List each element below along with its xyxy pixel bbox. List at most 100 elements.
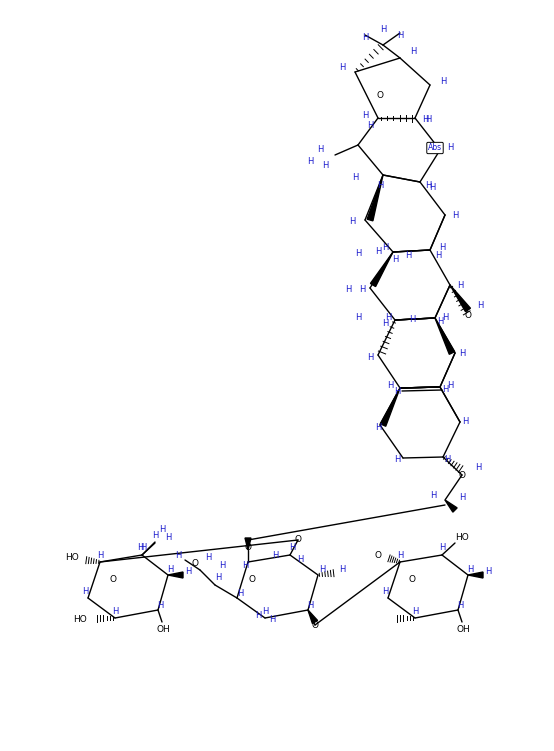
Text: O: O (408, 575, 416, 584)
Text: H: H (392, 255, 398, 264)
Text: H: H (82, 587, 88, 596)
Text: H: H (362, 34, 368, 43)
Text: H: H (459, 348, 465, 357)
Text: O: O (311, 620, 319, 629)
Text: HO: HO (455, 533, 469, 542)
Text: H: H (272, 551, 278, 560)
Text: H: H (152, 530, 158, 539)
Polygon shape (468, 572, 483, 578)
Text: H: H (219, 560, 225, 569)
Text: H: H (442, 385, 448, 394)
Text: H: H (140, 544, 146, 553)
Text: H: H (339, 566, 345, 575)
Text: H: H (367, 352, 373, 361)
Text: H: H (112, 608, 118, 617)
Text: H: H (289, 544, 295, 553)
Text: H: H (444, 456, 450, 465)
Text: O: O (377, 91, 383, 99)
Text: O: O (375, 550, 382, 559)
Text: H: H (367, 122, 373, 131)
Text: H: H (322, 161, 328, 170)
Text: H: H (375, 248, 381, 257)
Text: Abs: Abs (428, 143, 442, 152)
Text: H: H (387, 381, 393, 390)
Text: O: O (249, 575, 255, 584)
Text: H: H (477, 300, 483, 309)
Text: H: H (440, 77, 446, 86)
Text: H: H (362, 110, 368, 119)
Text: H: H (397, 550, 403, 559)
Text: O: O (244, 544, 252, 553)
Text: H: H (422, 116, 428, 125)
Text: H: H (475, 463, 481, 472)
Text: HO: HO (65, 553, 79, 562)
Text: OH: OH (156, 626, 170, 635)
Text: H: H (297, 556, 303, 565)
Text: H: H (410, 47, 416, 56)
Text: H: H (359, 285, 365, 294)
Text: H: H (175, 550, 181, 559)
Text: H: H (355, 313, 361, 322)
Text: H: H (412, 608, 418, 617)
Text: H: H (237, 589, 243, 598)
Text: H: H (405, 251, 411, 260)
Text: H: H (345, 285, 351, 294)
Text: H: H (137, 544, 143, 553)
Polygon shape (380, 388, 400, 427)
Text: H: H (452, 210, 458, 219)
Text: H: H (394, 388, 400, 397)
Text: H: H (339, 64, 345, 73)
Text: H: H (307, 601, 313, 610)
Text: H: H (157, 601, 163, 610)
Text: H: H (349, 218, 355, 227)
Text: H: H (319, 566, 325, 575)
Text: O: O (192, 559, 198, 568)
Text: H: H (205, 553, 211, 562)
Text: H: H (185, 568, 191, 577)
Text: H: H (447, 381, 453, 390)
Text: H: H (439, 544, 445, 553)
Text: H: H (447, 143, 453, 152)
Text: H: H (377, 180, 383, 189)
Text: H: H (215, 574, 221, 583)
Text: H: H (255, 611, 261, 620)
Text: H: H (167, 566, 173, 575)
Text: H: H (425, 116, 431, 125)
Text: H: H (269, 616, 275, 625)
Text: O: O (110, 575, 116, 584)
Text: H: H (430, 490, 436, 499)
Text: O: O (464, 310, 471, 319)
Text: OH: OH (456, 626, 470, 635)
Text: H: H (380, 26, 386, 35)
Text: H: H (382, 587, 388, 596)
Text: O: O (295, 535, 301, 544)
Text: H: H (317, 146, 323, 155)
Text: H: H (425, 180, 431, 189)
Text: H: H (165, 533, 171, 542)
Polygon shape (435, 318, 455, 354)
Polygon shape (371, 252, 393, 287)
Text: H: H (437, 318, 443, 327)
Text: H: H (409, 315, 415, 324)
Text: H: H (429, 183, 435, 192)
Text: H: H (435, 251, 441, 260)
Text: H: H (459, 493, 465, 502)
Polygon shape (367, 175, 383, 221)
Text: H: H (382, 243, 388, 252)
Text: H: H (242, 560, 248, 569)
Text: H: H (355, 249, 361, 258)
Polygon shape (445, 500, 457, 512)
Text: HO: HO (73, 616, 87, 625)
Text: H: H (397, 31, 403, 40)
Text: H: H (462, 418, 468, 427)
Text: H: H (159, 526, 165, 535)
Text: H: H (394, 456, 400, 465)
Polygon shape (308, 610, 317, 623)
Text: H: H (442, 313, 448, 322)
Text: H: H (382, 318, 388, 327)
Text: H: H (485, 568, 491, 577)
Text: H: H (375, 423, 381, 432)
Text: H: H (457, 601, 463, 610)
Text: H: H (385, 313, 391, 322)
Text: H: H (97, 550, 103, 559)
